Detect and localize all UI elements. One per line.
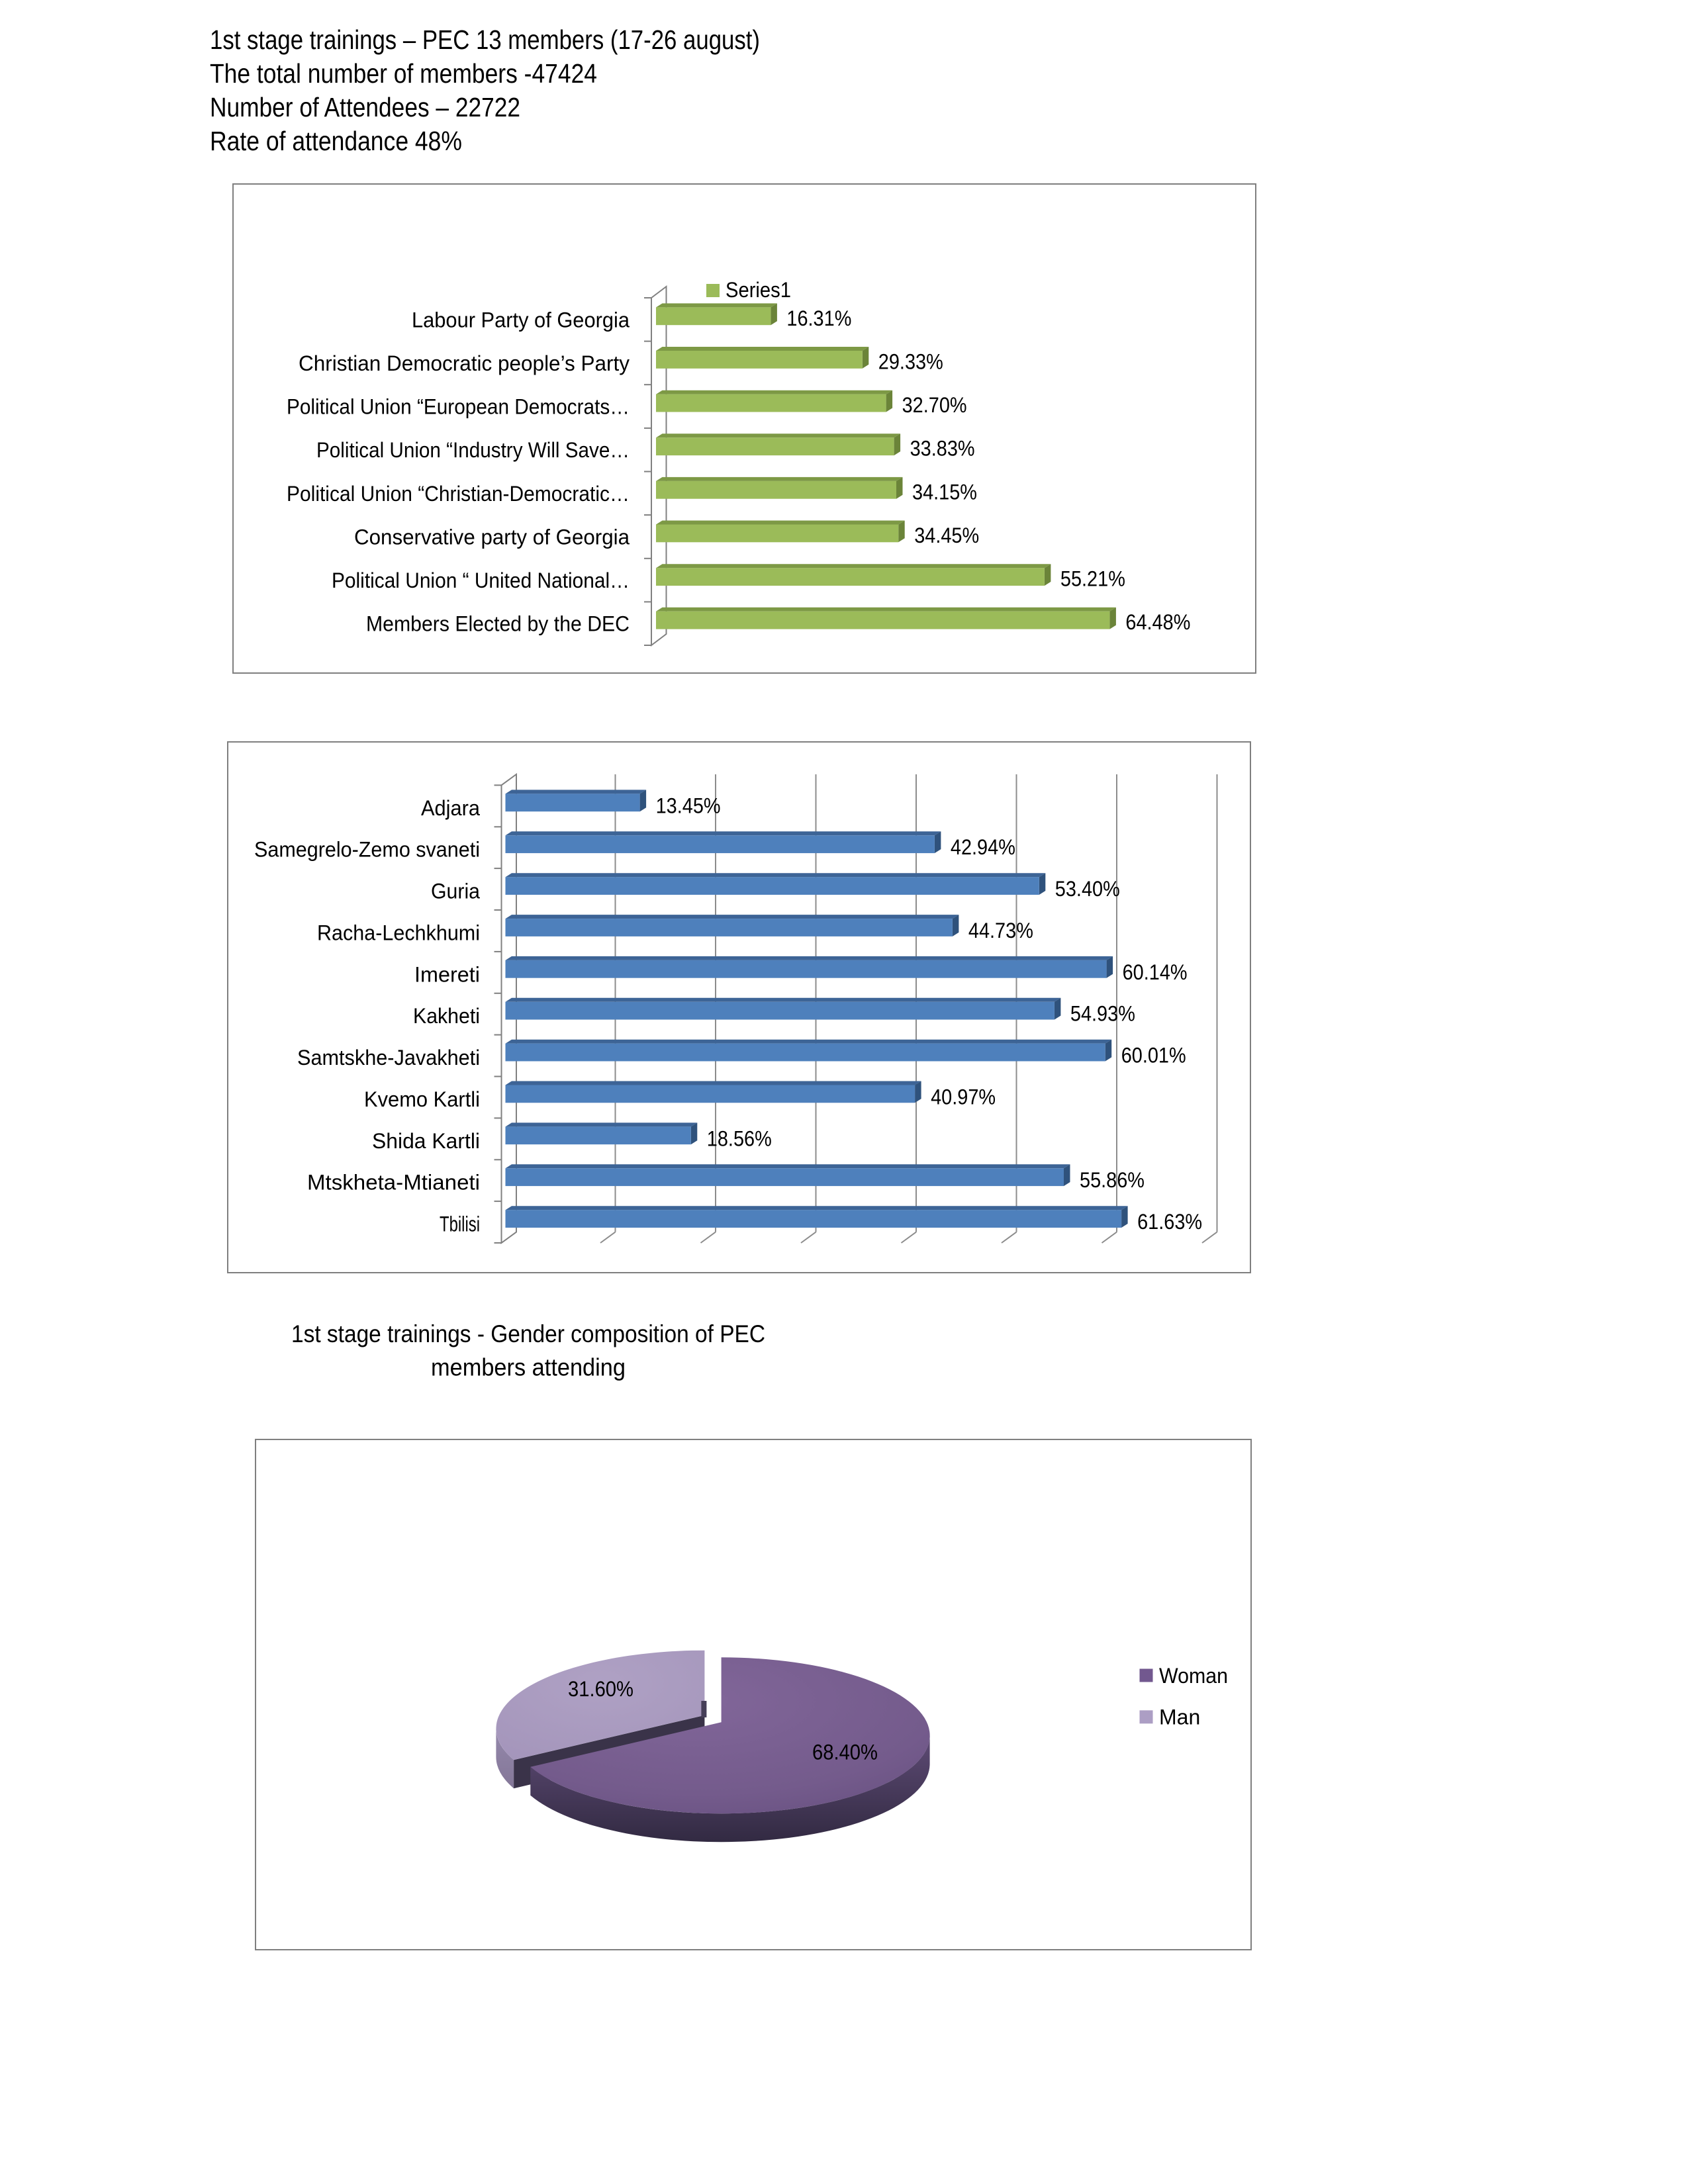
svg-text:34.15%: 34.15% [912, 480, 977, 504]
svg-text:1st stage trainings – PEC 13: 1st stage trainings – PEC 13 members (17… [210, 24, 760, 55]
svg-text:68.40%: 68.40% [812, 1741, 878, 1764]
svg-text:54.93%: 54.93% [1070, 1002, 1135, 1026]
svg-text:40.97%: 40.97% [931, 1085, 996, 1109]
svg-text:Number of Attendees – 22722: Number of Attendees – 22722 [210, 92, 520, 122]
svg-text:32.70%: 32.70% [902, 393, 967, 417]
svg-text:Woman: Woman [1159, 1664, 1228, 1688]
svg-text:18.56%: 18.56% [707, 1126, 772, 1150]
svg-text:34.45%: 34.45% [914, 523, 979, 547]
svg-text:Samtskhe-Javakheti: Samtskhe-Javakheti [297, 1046, 480, 1069]
svg-text:61.63%: 61.63% [1137, 1210, 1202, 1234]
svg-text:Members Elected by the DEC: Members Elected by the DEC [366, 612, 630, 636]
svg-text:Kvemo Kartli: Kvemo Kartli [364, 1087, 480, 1111]
svg-text:33.83%: 33.83% [910, 437, 975, 461]
svg-text:16.31%: 16.31% [786, 306, 851, 330]
svg-text:53.40%: 53.40% [1055, 877, 1120, 901]
svg-text:60.14%: 60.14% [1123, 960, 1188, 984]
svg-text:Tbilisi: Tbilisi [440, 1212, 480, 1236]
svg-text:Political Union “Industry Will: Political Union “Industry Will Save… [316, 438, 630, 462]
svg-text:64.48%: 64.48% [1125, 610, 1190, 634]
svg-text:1st stage trainings - Gender: 1st stage trainings - Gender composition… [291, 1320, 765, 1347]
svg-text:Racha-Lechkhumi: Racha-Lechkhumi [317, 921, 480, 945]
svg-text:Conservative party of Georgia: Conservative party of Georgia [354, 525, 630, 549]
svg-text:31.60%: 31.60% [568, 1677, 633, 1701]
svg-text:42.94%: 42.94% [951, 835, 1015, 859]
svg-text:Rate of attendance 48%: Rate of attendance 48% [210, 126, 462, 156]
svg-text:29.33%: 29.33% [878, 349, 943, 373]
svg-text:Guria: Guria [431, 880, 480, 903]
svg-text:Man: Man [1159, 1706, 1200, 1729]
svg-text:members attending: members attending [431, 1354, 626, 1381]
svg-text:Labour Party of Georgia: Labour Party of Georgia [412, 308, 630, 332]
svg-text:Imereti: Imereti [414, 962, 480, 986]
svg-text:Mtskheta-Mtianeti: Mtskheta-Mtianeti [307, 1171, 480, 1195]
svg-text:55.21%: 55.21% [1060, 567, 1125, 591]
svg-text:Political Union “Christian-Dem: Political Union “Christian-Democratic… [287, 482, 630, 506]
svg-text:Political Union “European Demo: Political Union “European Democrats… [287, 395, 630, 419]
svg-text:Christian Democratic people’s: Christian Democratic people’s Party [299, 351, 630, 375]
svg-text:Samegrelo-Zemo svaneti: Samegrelo-Zemo svaneti [254, 838, 480, 862]
svg-text:44.73%: 44.73% [968, 919, 1033, 942]
svg-text:Kakheti: Kakheti [413, 1004, 480, 1028]
svg-text:55.86%: 55.86% [1080, 1168, 1145, 1192]
svg-text:The total number of members -4: The total number of members -47424 [210, 58, 597, 89]
svg-text:Political Union “ United Natio: Political Union “ United National… [332, 569, 630, 592]
svg-text:13.45%: 13.45% [656, 794, 721, 817]
svg-text:Series1: Series1 [726, 278, 791, 302]
svg-text:60.01%: 60.01% [1121, 1044, 1186, 1068]
svg-text:Shida Kartli: Shida Kartli [372, 1129, 480, 1153]
svg-text:Adjara: Adjara [421, 796, 480, 820]
